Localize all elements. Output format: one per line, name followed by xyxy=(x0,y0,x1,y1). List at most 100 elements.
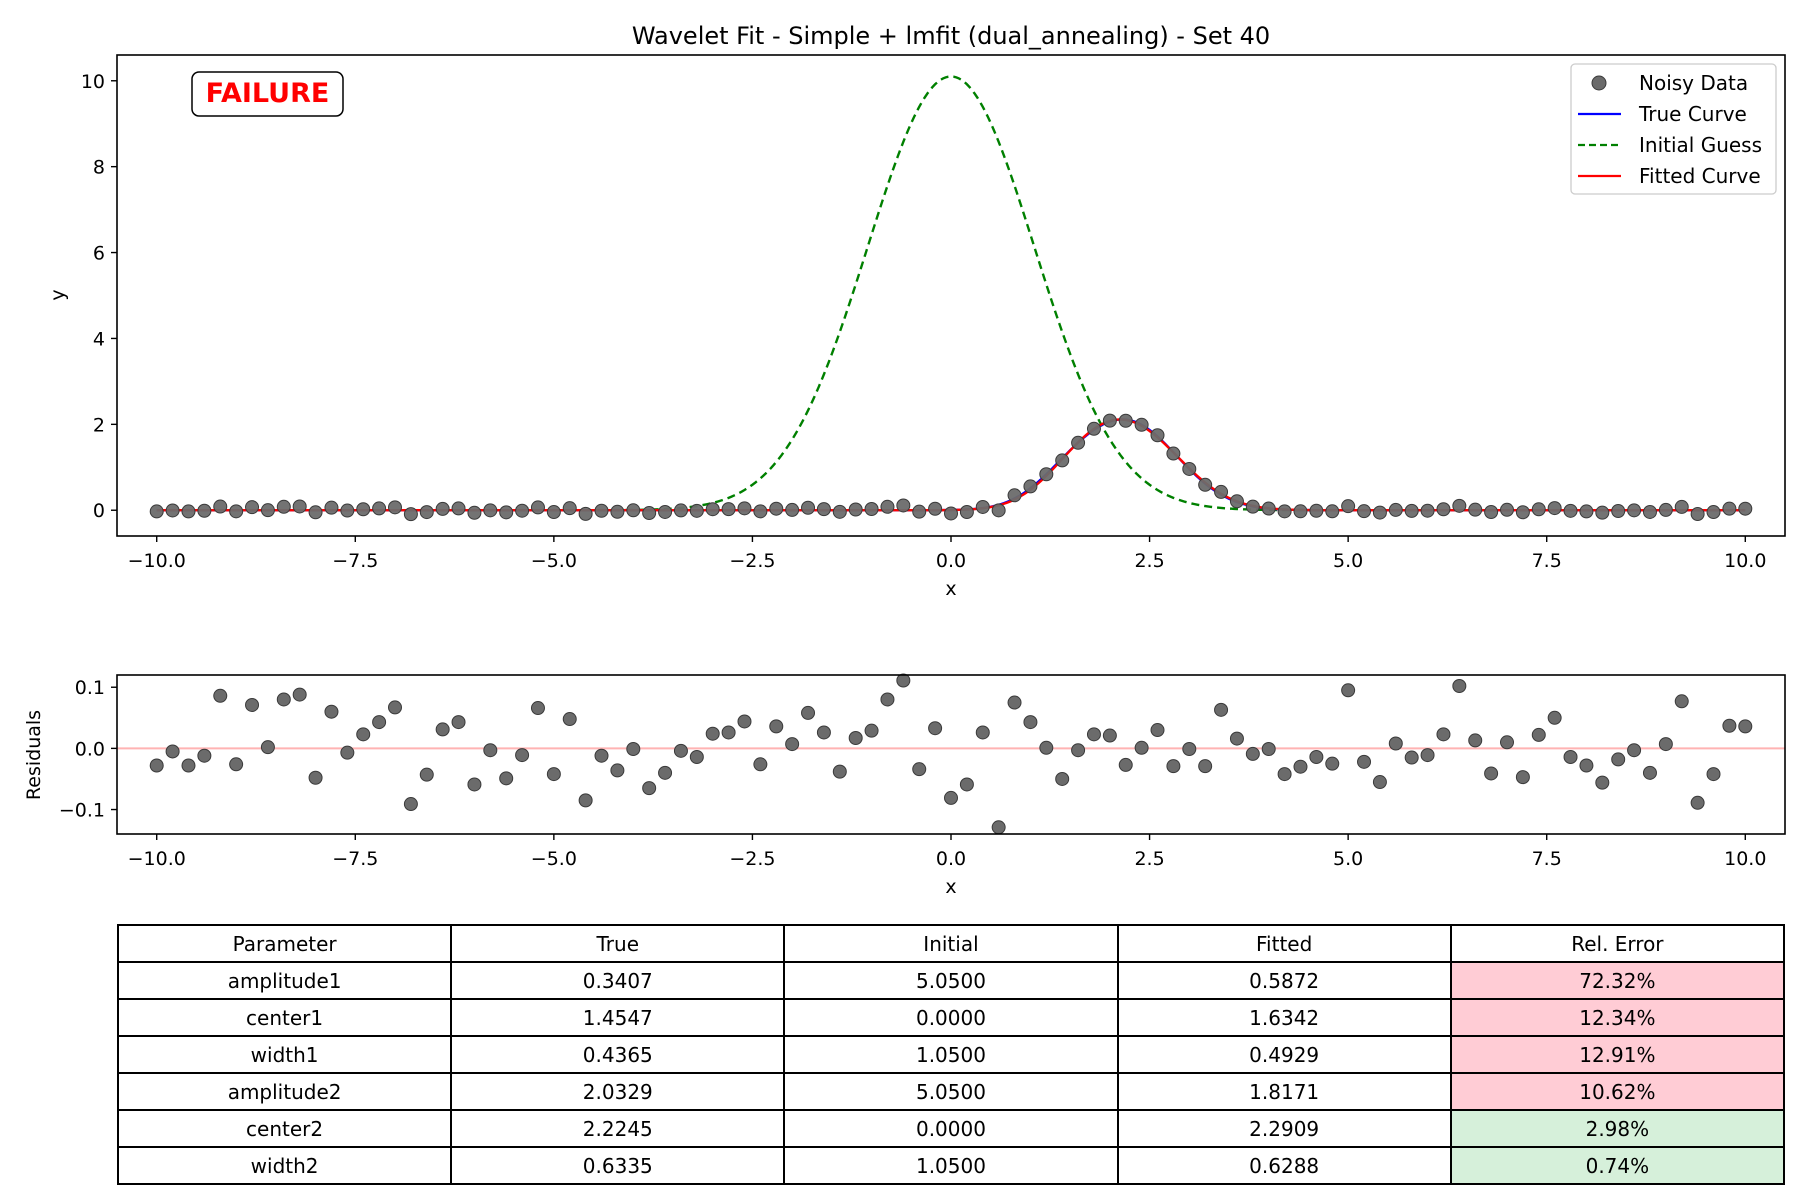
residual-point xyxy=(1595,775,1610,790)
parameter-name-cell: center2 xyxy=(116,1109,453,1148)
value-cell: 0.0000 xyxy=(783,998,1119,1037)
residual-point xyxy=(1325,756,1340,771)
x-tick-label: 7.5 xyxy=(1532,848,1562,870)
main-y-axis-label: y xyxy=(47,289,69,300)
table-row: amplitude1 0.3407 5.0500 0.5872 72.32% xyxy=(116,961,1786,1000)
residual-point xyxy=(1039,740,1054,755)
residual-points xyxy=(149,673,1753,835)
residual-point xyxy=(1690,795,1705,810)
value-cell: 0.4929 xyxy=(1116,1035,1452,1074)
residual-point xyxy=(1500,735,1514,750)
value-cell: 2.2909 xyxy=(1116,1109,1452,1148)
residual-point xyxy=(689,749,704,764)
data-point xyxy=(1531,502,1546,517)
data-point xyxy=(1674,499,1689,514)
residual-point xyxy=(403,797,418,812)
y-tick-label: 10 xyxy=(81,71,105,93)
residual-point xyxy=(1214,702,1229,717)
data-point xyxy=(1404,503,1419,518)
residual-point xyxy=(896,673,911,688)
data-point xyxy=(1515,505,1530,520)
column-header: Rel. Error xyxy=(1449,924,1786,963)
residual-point xyxy=(1563,749,1578,764)
value-cell: 0.4365 xyxy=(450,1035,786,1074)
data-point xyxy=(1547,501,1562,516)
residual-point xyxy=(165,744,180,759)
data-point xyxy=(149,504,164,519)
residual-point xyxy=(229,757,244,772)
data-point xyxy=(1690,507,1705,522)
data-point xyxy=(1182,461,1197,476)
residual-point xyxy=(944,790,958,805)
data-point xyxy=(1055,453,1070,468)
data-point xyxy=(769,501,784,516)
data-point xyxy=(1372,505,1387,520)
data-point xyxy=(1309,503,1324,518)
residual-point xyxy=(1484,766,1499,781)
parameter-name-cell: width1 xyxy=(116,1035,453,1074)
residual-point xyxy=(1579,758,1594,773)
data-point xyxy=(213,499,228,514)
residual-point xyxy=(1166,759,1181,774)
x-tick-label: 2.5 xyxy=(1134,848,1164,870)
residual-point xyxy=(181,758,196,773)
value-cell: 0.3407 xyxy=(450,961,786,1000)
x-tick-label: 10.0 xyxy=(1724,848,1766,870)
data-point xyxy=(1023,479,1038,494)
y-tick-label: 6 xyxy=(93,243,105,265)
value-cell: 5.0500 xyxy=(783,1072,1119,1111)
residual-point xyxy=(451,715,466,730)
data-point xyxy=(197,503,212,518)
residual-point xyxy=(1134,740,1149,755)
data-point xyxy=(848,502,863,517)
residual-point xyxy=(1118,757,1133,772)
data-point xyxy=(1420,503,1435,518)
y-tick-label: 4 xyxy=(93,328,105,350)
residual-point xyxy=(785,737,800,752)
data-point xyxy=(1627,503,1642,518)
data-point xyxy=(944,506,958,521)
data-point xyxy=(880,499,895,514)
table-row: amplitude2 2.0329 5.0500 1.8171 10.62% xyxy=(116,1072,1786,1111)
data-point xyxy=(1007,488,1022,503)
residual-point xyxy=(673,743,688,758)
residual-point xyxy=(1007,695,1022,710)
x-tick-label: −5.0 xyxy=(531,848,577,870)
data-point xyxy=(292,499,307,514)
residual-point xyxy=(626,742,641,756)
residual-point xyxy=(1055,771,1070,786)
residual-point xyxy=(642,781,657,796)
data-point xyxy=(642,506,657,521)
residual-point xyxy=(1372,775,1387,790)
legend-label-true-curve: True Curve xyxy=(1638,102,1747,126)
residual-point xyxy=(372,715,387,730)
x-tick-label: −2.5 xyxy=(729,550,775,572)
data-point xyxy=(1261,501,1276,516)
residual-point xyxy=(1309,749,1324,764)
x-tick-label: 10.0 xyxy=(1724,550,1766,572)
residuals-y-axis-label: Residuals xyxy=(23,710,45,800)
value-cell: 5.0500 xyxy=(783,961,1119,1000)
residual-point xyxy=(1150,723,1165,738)
residual-point xyxy=(515,748,530,763)
residuals-x-axis-label: x xyxy=(945,876,956,898)
residual-point xyxy=(578,793,593,808)
rel-error-cell: 10.62% xyxy=(1449,1072,1786,1111)
data-point xyxy=(435,501,450,516)
legend: Noisy Data True Curve Initial Guess Fitt… xyxy=(1570,63,1777,195)
x-tick-label: −10.0 xyxy=(128,848,186,870)
value-cell: 0.6288 xyxy=(1116,1146,1452,1185)
data-point xyxy=(340,503,355,518)
residual-point xyxy=(816,725,831,740)
residuals-plot: −10.0 −7.5 −5.0 −2.5 0.0 2.5 5.0 7.5 10.0 −0.1 0.… xyxy=(23,673,1786,898)
table-header-row: Parameter True Initial Fitted Rel. Error xyxy=(116,924,1786,963)
data-point xyxy=(1229,494,1244,509)
data-point xyxy=(467,505,482,520)
legend-marker-noisy-data xyxy=(1591,75,1607,91)
data-point xyxy=(1357,504,1372,519)
data-point xyxy=(578,506,593,521)
residual-point xyxy=(213,688,228,703)
x-tick-label: −7.5 xyxy=(332,550,378,572)
data-point xyxy=(1341,499,1356,514)
parameter-name-cell: amplitude1 xyxy=(116,961,453,1000)
